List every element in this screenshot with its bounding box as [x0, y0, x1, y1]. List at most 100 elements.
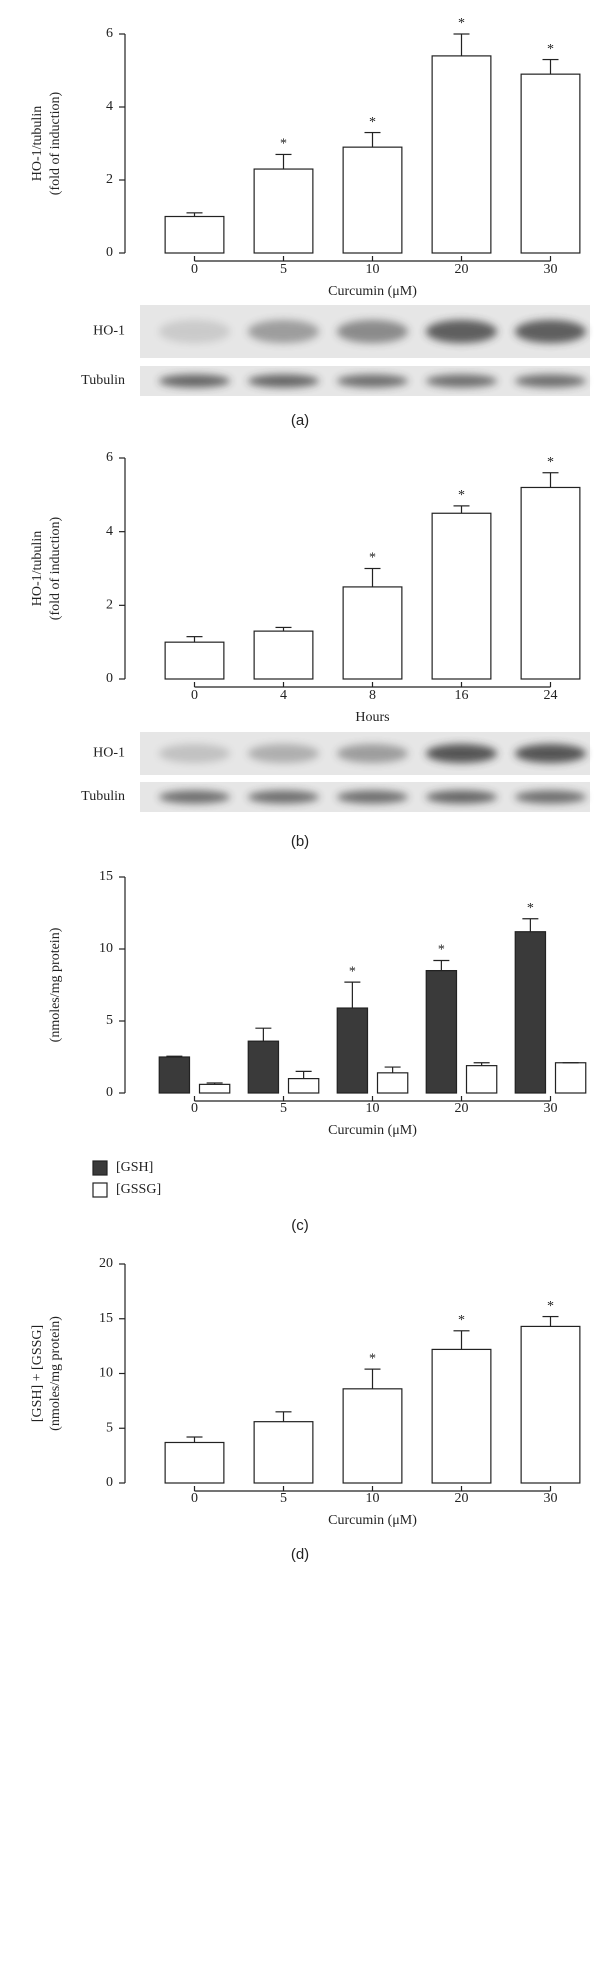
y-axis-label: HO-1/tubulin	[30, 106, 45, 181]
error-bar	[275, 153, 292, 170]
blot-label: Tubulin	[81, 373, 125, 388]
x-axis-label: Curcumin (μM)	[328, 284, 417, 299]
y-tick-label: 15	[99, 869, 113, 884]
y-tick-label: 2	[106, 598, 113, 613]
error-bar	[186, 1436, 203, 1443]
bar	[554, 1062, 587, 1094]
error-bar	[344, 981, 361, 1009]
blot-band	[336, 319, 409, 344]
blot-band	[158, 790, 231, 804]
x-tick-label: 24	[544, 688, 558, 703]
y-tick-label: 4	[106, 524, 113, 539]
x-tick-label: 0	[191, 262, 198, 277]
y-tick-label: 15	[99, 1311, 113, 1326]
bar	[465, 1065, 498, 1094]
y-tick-label: 6	[106, 26, 113, 41]
x-axis-label: Curcumin (μM)	[328, 1513, 417, 1528]
blot-label: Tubulin	[81, 789, 125, 804]
x-tick-label: 16	[455, 688, 469, 703]
bar	[164, 215, 225, 254]
blot-band	[336, 790, 409, 804]
blot-band	[158, 744, 231, 763]
bar	[342, 586, 403, 680]
significance-star: *	[438, 943, 445, 958]
legend-label: [GSSG]	[116, 1182, 161, 1197]
blot-band	[247, 790, 320, 804]
x-tick-label: 10	[366, 262, 380, 277]
bar	[520, 73, 581, 254]
y-axis-label: [GSH] + [GSSG]	[30, 1325, 45, 1422]
significance-star: *	[458, 1313, 465, 1328]
y-tick-label: 10	[99, 1366, 113, 1381]
bar	[158, 1056, 191, 1094]
y-tick-label: 0	[106, 1085, 113, 1100]
error-bar	[453, 33, 470, 56]
error-bar	[453, 505, 470, 514]
blot-band	[336, 744, 409, 763]
x-tick-label: 10	[366, 1101, 380, 1116]
bar	[336, 1007, 369, 1094]
error-bar	[542, 1315, 559, 1327]
significance-star: *	[349, 964, 356, 979]
error-bar	[364, 567, 381, 587]
y-tick-label: 5	[106, 1013, 113, 1028]
error-bar	[186, 636, 203, 643]
error-bar	[453, 1330, 470, 1350]
significance-star: *	[527, 901, 534, 916]
error-bar	[275, 626, 292, 632]
blot-band	[247, 374, 320, 388]
error-bar	[364, 131, 381, 148]
bar	[431, 55, 492, 254]
error-bar	[255, 1027, 272, 1042]
x-tick-label: 0	[191, 1491, 198, 1506]
x-tick-label: 4	[280, 688, 287, 703]
error-bar	[275, 1411, 292, 1422]
blot-band	[514, 790, 587, 804]
y-tick-label: 20	[99, 1256, 113, 1271]
error-bar	[186, 212, 203, 217]
y-axis-label: (fold of induction)	[48, 91, 63, 195]
x-tick-label: 30	[544, 262, 558, 277]
y-tick-label: 10	[99, 941, 113, 956]
x-tick-label: 5	[280, 1101, 287, 1116]
bar	[287, 1077, 320, 1094]
error-bar	[433, 959, 450, 971]
x-tick-label: 10	[366, 1491, 380, 1506]
blot-band	[425, 744, 498, 763]
y-axis-label: (nmoles/mg protein)	[48, 927, 63, 1042]
significance-star: *	[458, 16, 465, 31]
bar	[342, 146, 403, 254]
blot-band	[425, 790, 498, 804]
blot-band	[425, 374, 498, 388]
error-bar	[206, 1082, 223, 1085]
bar	[431, 512, 492, 680]
x-axis-label: Hours	[355, 710, 389, 725]
y-tick-label: 0	[106, 245, 113, 260]
bar	[431, 1348, 492, 1484]
significance-star: *	[369, 1351, 376, 1366]
error-bar	[295, 1070, 312, 1079]
bar	[253, 1421, 314, 1484]
panel-label: (a)	[291, 412, 309, 429]
panel-label: (b)	[291, 833, 309, 850]
error-bar	[166, 1055, 183, 1057]
blot-band	[158, 374, 231, 388]
x-tick-label: 20	[455, 262, 469, 277]
error-bar	[522, 918, 539, 932]
significance-star: *	[547, 455, 554, 470]
bar	[247, 1040, 280, 1094]
blot-label: HO-1	[93, 746, 125, 761]
significance-star: *	[547, 1299, 554, 1314]
y-tick-label: 4	[106, 99, 113, 114]
x-tick-label: 5	[280, 1491, 287, 1506]
panel-label: (d)	[291, 1546, 309, 1563]
y-tick-label: 0	[106, 671, 113, 686]
x-axis-label: Curcumin (μM)	[328, 1123, 417, 1138]
legend-label: [GSH]	[116, 1160, 153, 1175]
y-tick-label: 0	[106, 1475, 113, 1490]
error-bar	[542, 472, 559, 488]
y-axis-label: (fold of induction)	[48, 516, 63, 620]
significance-star: *	[547, 42, 554, 57]
x-tick-label: 0	[191, 688, 198, 703]
